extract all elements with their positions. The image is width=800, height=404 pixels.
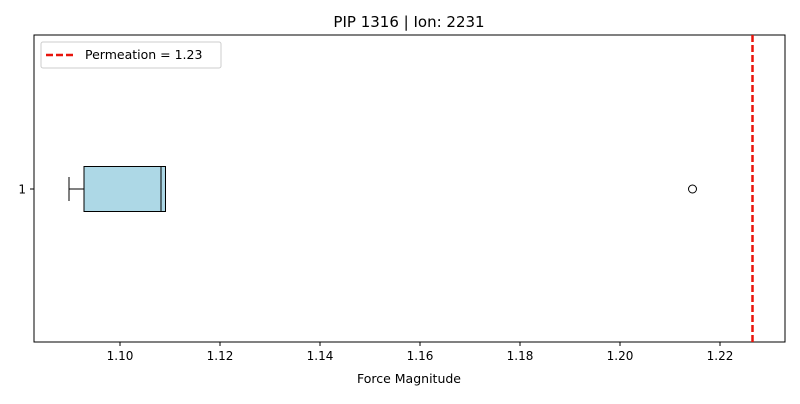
- legend-frame: [40, 41, 222, 69]
- legend-label: Permeation = 1.23: [85, 47, 202, 62]
- x-tick-label: 1.20: [607, 349, 634, 363]
- x-tick-label: 1.12: [207, 349, 234, 363]
- outlier-point: [688, 184, 697, 194]
- x-tick-label: 1.22: [707, 349, 734, 363]
- x-axis-ticks: 1.10 1.12 1.14 1.16 1.18 1.20 1.22: [107, 342, 734, 363]
- x-tick-label: 1.14: [307, 349, 334, 363]
- y-tick-label: 1: [18, 183, 26, 197]
- legend: Permeation = 1.23: [40, 41, 222, 69]
- x-tick-label: 1.16: [407, 349, 434, 363]
- chart-marks: [68, 35, 754, 342]
- x-tick-label: 1.18: [507, 349, 534, 363]
- chart-title: PIP 1316 | Ion: 2231: [333, 13, 484, 31]
- y-axis-ticks: 1: [18, 183, 34, 197]
- x-axis-label: Force Magnitude: [357, 371, 461, 386]
- box-iqr: [83, 166, 166, 212]
- x-tick-label: 1.10: [107, 349, 134, 363]
